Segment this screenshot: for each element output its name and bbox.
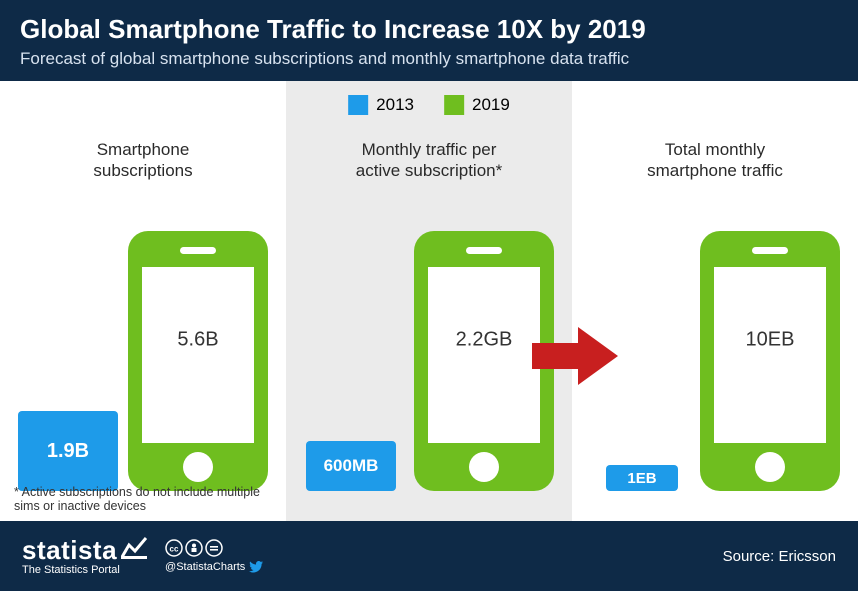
footnote: * Active subscriptions do not include mu… [14,485,286,513]
value-2019-traffic: 2.2GB [456,329,513,352]
by-icon [185,539,203,557]
nd-icon [205,539,223,557]
legend-swatch-2013 [348,95,368,115]
value-2019-subscriptions: 5.6B [177,329,218,352]
brand-logo-icon [121,537,147,559]
chart-body: 2013 2019 Smartphone subscriptions 1.9B [0,81,858,521]
brand-name: statista [22,537,117,563]
panel-title-1: Monthly traffic per active subscription* [286,139,572,182]
brand: statista The Statistics Portal [22,537,147,576]
legend-label-2019: 2019 [472,95,510,115]
arrow-icon [530,321,620,396]
phone-2019-subscriptions: 5.6B [128,231,268,491]
cc-icon: cc [165,539,183,557]
value-2013-subscriptions: 1.9B [47,440,89,463]
panel-subscriptions: Smartphone subscriptions 1.9B 5.6B * Act… [0,81,286,521]
legend-item-2013: 2013 [348,95,414,115]
license-block: cc @StatistaCharts [165,539,263,573]
page-subtitle: Forecast of global smartphone subscripti… [20,49,838,69]
panel-traffic-per-sub: Monthly traffic per active subscription*… [286,81,572,521]
brand-tagline: The Statistics Portal [22,565,147,576]
value-2019-total: 10EB [746,329,795,352]
legend-label-2013: 2013 [376,95,414,115]
legend: 2013 2019 [348,95,510,115]
svg-text:cc: cc [170,545,179,554]
panel-title-2: Total monthly smartphone traffic [572,139,858,182]
block-2013-subscriptions: 1.9B [18,411,118,491]
value-2013-total: 1EB [627,470,656,487]
phone-icon [128,231,268,491]
panel-title-0: Smartphone subscriptions [0,139,286,182]
twitter-icon [249,561,263,573]
phone-2019-total: 10EB [700,231,840,491]
legend-item-2019: 2019 [444,95,510,115]
block-2013-traffic: 600MB [306,441,396,491]
header: Global Smartphone Traffic to Increase 10… [0,0,858,81]
phone-icon [700,231,840,491]
page-title: Global Smartphone Traffic to Increase 10… [20,14,838,45]
legend-swatch-2019 [444,95,464,115]
block-2013-total: 1EB [606,465,678,491]
value-2013-traffic: 600MB [324,456,379,476]
twitter-handle: @StatistaCharts [165,561,245,573]
footer: statista The Statistics Portal cc [0,521,858,591]
source-label: Source: Ericsson [723,548,836,565]
panel-total-traffic: Total monthly smartphone traffic 1EB 10E… [572,81,858,521]
